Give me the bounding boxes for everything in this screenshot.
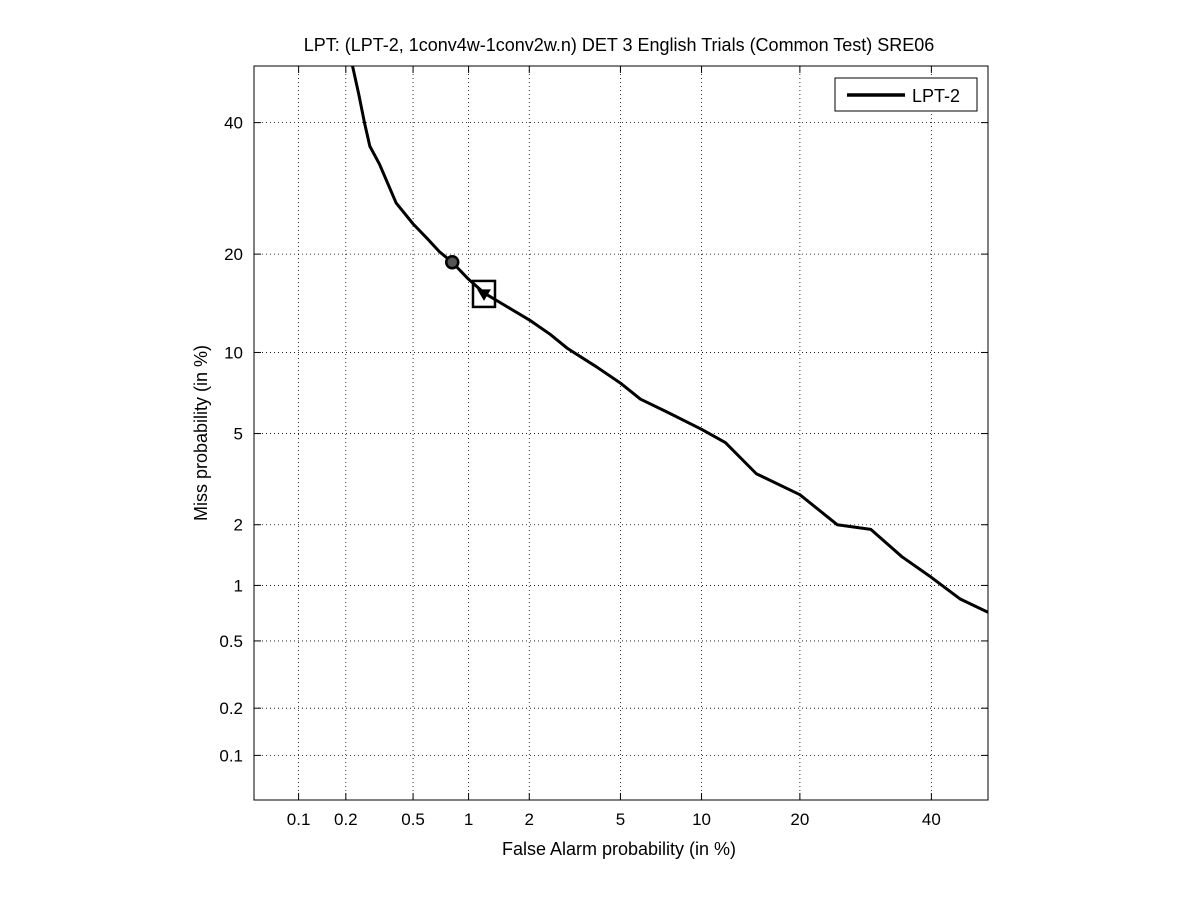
legend: LPT-2 (834, 77, 978, 112)
x-tick-label: 0.2 (334, 810, 358, 829)
x-axis-ticks: 0.1 0.2 0.5 1 2 5 10 20 40 (287, 66, 941, 829)
x-tick-label: 0.5 (401, 810, 425, 829)
y-tick-label: 0.2 (219, 699, 243, 718)
x-axis-label: False Alarm probability (in %) (502, 839, 736, 859)
y-axis-label: Miss probability (in %) (191, 345, 211, 521)
actual-dcf-square-marker (471, 279, 497, 309)
y-tick-label: 40 (224, 114, 243, 133)
x-tick-label: 2 (525, 810, 534, 829)
x-tick-label: 10 (692, 810, 711, 829)
x-tick-label: 0.1 (287, 810, 311, 829)
y-axis-ticks: 0.1 0.2 0.5 1 2 5 10 20 40 (219, 114, 988, 765)
y-tick-label: 10 (224, 343, 243, 362)
y-tick-label: 1 (234, 576, 243, 595)
chart-title: LPT: (LPT-2, 1conv4w-1conv2w.n) DET 3 En… (304, 35, 935, 55)
x-tick-label: 20 (790, 810, 809, 829)
y-tick-label: 0.1 (219, 746, 243, 765)
x-tick-label: 40 (922, 810, 941, 829)
y-tick-label: 5 (234, 425, 243, 444)
y-tick-label: 2 (234, 516, 243, 535)
min-dcf-circle-marker (444, 254, 460, 270)
plot-frame (253, 65, 989, 801)
y-tick-label: 0.5 (219, 632, 243, 651)
triangle-down-marker (477, 289, 491, 301)
series-layer (351, 66, 988, 614)
x-tick-label: 5 (616, 810, 625, 829)
x-tick-label: 1 (464, 810, 473, 829)
marker-layer (444, 254, 497, 309)
y-tick-label: 20 (224, 245, 243, 264)
legend-label-lpt-2: LPT-2 (912, 86, 960, 106)
series-line-lpt-2 (351, 66, 988, 614)
